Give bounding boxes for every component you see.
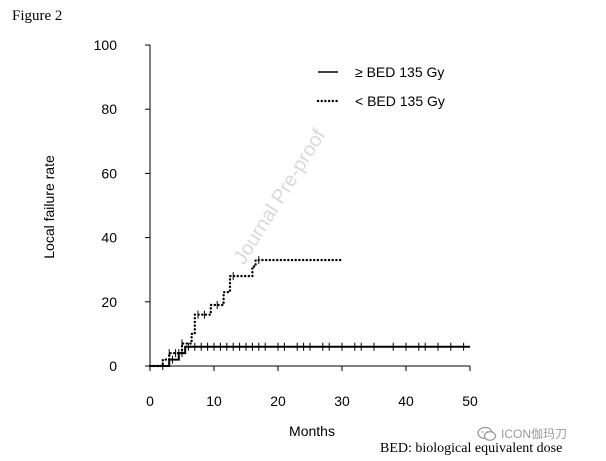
x-tick-label: 30 — [334, 393, 350, 409]
legend: ≥ BED 135 Gy < BED 135 Gy — [316, 64, 445, 109]
legend-label-1: ≥ BED 135 Gy — [355, 64, 444, 80]
series-1 — [150, 342, 470, 370]
x-tick-label: 20 — [270, 393, 286, 409]
figure-label: Figure 2 — [12, 8, 63, 24]
x-tick-label: 0 — [146, 393, 154, 409]
brand-watermark: ICON伽玛刀 — [477, 425, 567, 442]
y-tick-label: 20 — [101, 294, 117, 310]
y-tick-label: 100 — [94, 37, 118, 53]
y-tick-label: 40 — [101, 230, 117, 246]
wechat-icon — [477, 426, 497, 441]
series-2 — [148, 256, 344, 368]
y-tick-label: 60 — [101, 165, 117, 181]
brand-watermark-text: ICON伽玛刀 — [501, 427, 568, 441]
footnote: BED: biological equivalent dose — [380, 441, 563, 456]
watermark-text: Journal Pre-proof — [230, 125, 331, 268]
axes: 0 20 40 60 80 100 0 10 20 30 40 50 — [94, 37, 478, 409]
legend-label-2: < BED 135 Gy — [355, 93, 445, 109]
x-tick-label: 10 — [206, 393, 222, 409]
y-tick-label: 80 — [101, 101, 117, 117]
x-tick-label: 40 — [398, 393, 414, 409]
y-tick-label: 0 — [109, 358, 117, 374]
x-tick-label: 50 — [462, 393, 478, 409]
series-layer — [148, 256, 470, 370]
y-axis-title: Local failure rate — [41, 155, 57, 259]
x-axis-title: Months — [289, 423, 335, 439]
